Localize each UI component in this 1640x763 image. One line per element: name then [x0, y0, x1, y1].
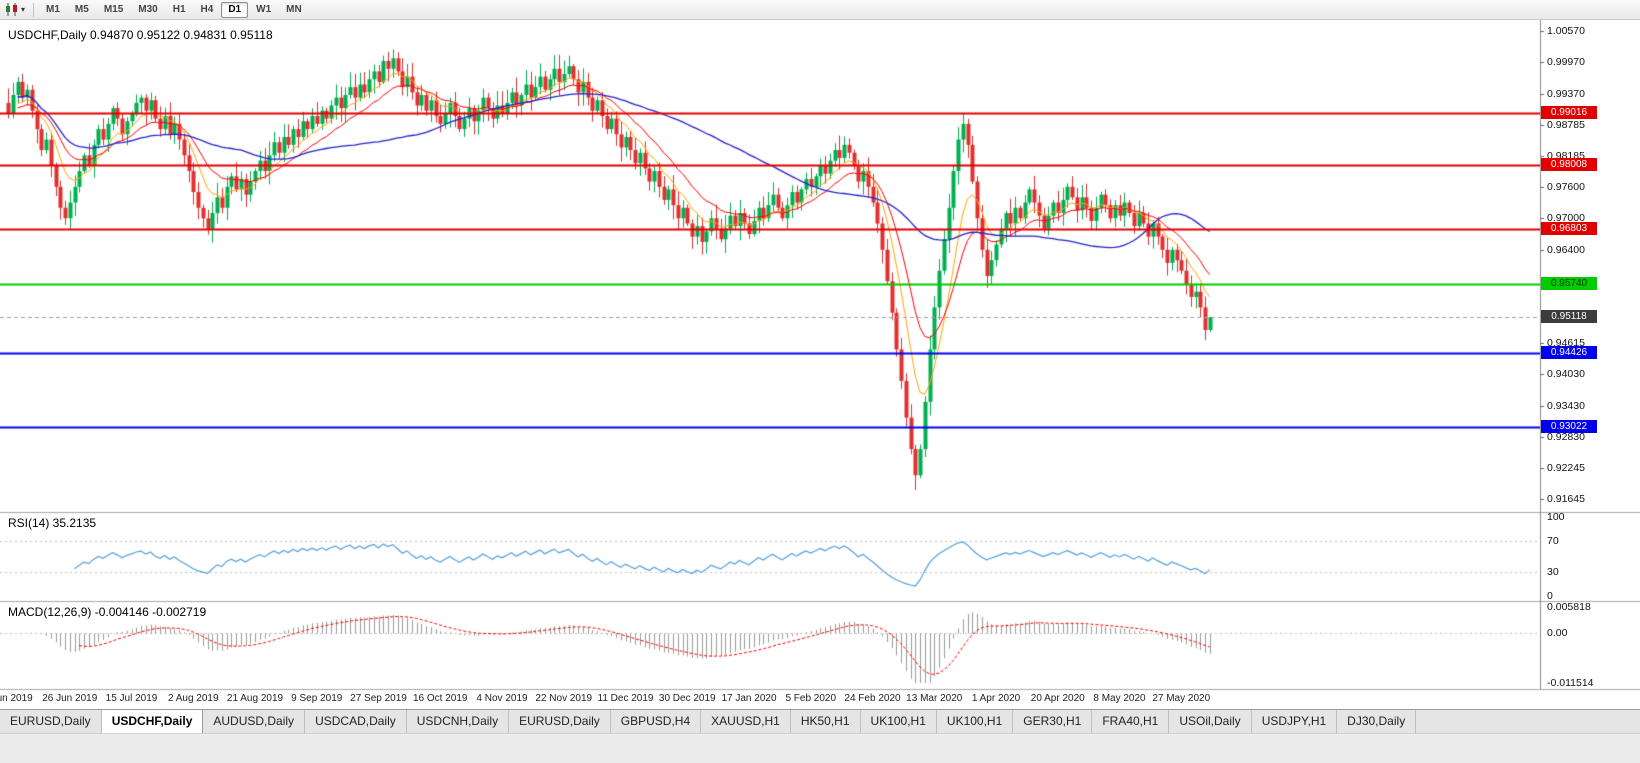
price-level-tag: 0.96803 [1541, 221, 1597, 235]
timeframe-button-w1[interactable]: W1 [249, 2, 278, 18]
status-strip [0, 733, 1640, 763]
rsi-indicator-label: RSI(14) 35.2135 [8, 516, 97, 530]
date-axis-label: 21 Aug 2019 [226, 693, 284, 704]
timeframe-buttons-group: M1 M5 M15 M30 H1 H4 D1 W1 MN [39, 1, 309, 18]
chart-tab-ger30-h1[interactable]: GER30,H1 [1013, 710, 1093, 733]
price-level-tag: 0.95740 [1541, 277, 1597, 291]
date-axis-label: 15 Jul 2019 [105, 693, 158, 704]
price-axis-label: 0.99370 [1547, 87, 1585, 100]
timeframe-toolbar: ▾ M1 M5 M15 M30 H1 H4 D1 W1 MN [0, 0, 1640, 20]
price-axis-label: 0.92245 [1547, 461, 1585, 474]
chart-tab-fra40-h1[interactable]: FRA40,H1 [1092, 710, 1170, 733]
date-axis-label: 4 Nov 2019 [476, 693, 528, 704]
chart-tab-eurusd-daily[interactable]: EURUSD,Daily [509, 710, 611, 733]
chart-tab-dj30-daily[interactable]: DJ30,Daily [1337, 710, 1417, 733]
price-level-tag: 0.93022 [1541, 419, 1597, 433]
timeframe-button-d1[interactable]: D1 [221, 1, 249, 18]
date-axis-label: 30 Dec 2019 [658, 693, 716, 704]
rsi-axis-label: 30 [1547, 566, 1559, 579]
price-axis-label: 0.97600 [1547, 180, 1585, 193]
rsi-axis-label: 100 [1547, 511, 1565, 523]
toolbar-separator [33, 2, 35, 17]
price-axis-label: 1.00570 [1547, 25, 1585, 37]
date-axis-label: 1 Apr 2020 [971, 693, 1021, 704]
chart-type-icon[interactable] [4, 3, 20, 17]
timeframe-button-h4[interactable]: H4 [194, 2, 221, 18]
chart-title: USDCHF,Daily 0.94870 0.95122 0.94831 0.9… [8, 28, 273, 42]
date-axis-label: 27 Sep 2019 [350, 693, 407, 704]
price-level-tag: 0.99016 [1541, 105, 1597, 119]
chart-region: USDCHF,Daily 0.94870 0.95122 0.94831 0.9… [0, 20, 1640, 709]
date-axis-label: 13 Mar 2020 [906, 693, 963, 704]
rsi-axis-label: 70 [1547, 534, 1559, 547]
price-axis-label: 0.98785 [1547, 118, 1585, 131]
chart-tab-usdcnh-daily[interactable]: USDCNH,Daily [406, 710, 510, 733]
date-axis-label: 5 Feb 2020 [785, 693, 837, 704]
date-axis-label: 27 May 2020 [1152, 693, 1211, 704]
timeframe-button-m5[interactable]: M5 [68, 2, 96, 18]
price-axis-label: 0.91645 [1547, 493, 1585, 506]
chart-tab-audusd-daily[interactable]: AUDUSD,Daily [203, 710, 306, 733]
chart-tab-eurusd-daily[interactable]: EURUSD,Daily [0, 710, 102, 733]
chart-tab-hk50-h1[interactable]: HK50,H1 [790, 710, 861, 733]
macd-indicator-label: MACD(12,26,9) -0.004146 -0.002719 [8, 605, 207, 619]
chart-tab-gbpusd-h4[interactable]: GBPUSD,H4 [610, 710, 702, 733]
price-chart-canvas[interactable] [0, 20, 1640, 709]
price-axis-label: 0.93430 [1547, 399, 1585, 412]
chart-tab-usdjpy-h1[interactable]: USDJPY,H1 [1251, 710, 1338, 733]
timeframe-button-m30[interactable]: M30 [131, 2, 164, 18]
date-axis-label: 24 Feb 2020 [844, 693, 901, 704]
price-level-tag: 0.98008 [1541, 158, 1597, 172]
macd-axis-label: 0.00 [1547, 626, 1568, 639]
chart-tab-uk100-h1[interactable]: UK100,H1 [936, 710, 1014, 733]
date-axis-label: 20 Apr 2020 [1030, 693, 1085, 704]
timeframe-button-m15[interactable]: M15 [97, 2, 130, 18]
date-axis-label: 2 Aug 2019 [167, 693, 219, 704]
price-axis-label: 0.99970 [1547, 56, 1585, 69]
price-axis-label: 0.92830 [1547, 430, 1585, 443]
timeframe-button-h1[interactable]: H1 [166, 2, 193, 18]
macd-axis-label: 0.005818 [1547, 601, 1591, 613]
rsi-axis-label: 0 [1547, 590, 1553, 602]
chart-tab-usdchf-daily[interactable]: USDCHF,Daily [101, 710, 204, 733]
date-axis-label: 11 Dec 2019 [597, 693, 654, 704]
chart-tab-uk100-h1[interactable]: UK100,H1 [860, 710, 937, 733]
chart-tab-usdcad-daily[interactable]: USDCAD,Daily [305, 710, 407, 733]
date-axis-label: 22 Nov 2019 [535, 693, 593, 704]
date-axis-label: 8 May 2020 [1093, 693, 1146, 704]
timeframe-button-mn[interactable]: MN [279, 2, 309, 18]
date-axis-label: 9 Sep 2019 [291, 693, 343, 704]
date-axis-label: 26 Jun 2019 [42, 693, 98, 704]
timeframe-button-m1[interactable]: M1 [39, 2, 67, 18]
price-axis-label: 0.94030 [1547, 368, 1585, 381]
macd-axis-label: -0.011514 [1547, 677, 1594, 689]
chart-tab-xauusd-h1[interactable]: XAUUSD,H1 [701, 710, 791, 733]
date-axis-label: 16 Oct 2019 [413, 693, 468, 704]
date-axis-label: 17 Jan 2020 [721, 693, 777, 704]
current-price-tag: 0.95118 [1541, 309, 1597, 323]
chart-tab-usoil-daily[interactable]: USOil,Daily [1169, 710, 1252, 733]
date-axis-label: 7 Jun 2019 [0, 693, 33, 704]
price-axis-label: 0.96400 [1547, 243, 1585, 256]
price-axis-label: 0.97000 [1547, 212, 1585, 225]
chart-tab-bar: EURUSD,Daily USDCHF,Daily AUDUSD,Daily USDC… [0, 709, 1640, 733]
chart-type-dropdown-caret-icon[interactable]: ▾ [21, 5, 26, 14]
price-level-tag: 0.94426 [1541, 346, 1597, 360]
candlestick-glyph [6, 3, 17, 16]
